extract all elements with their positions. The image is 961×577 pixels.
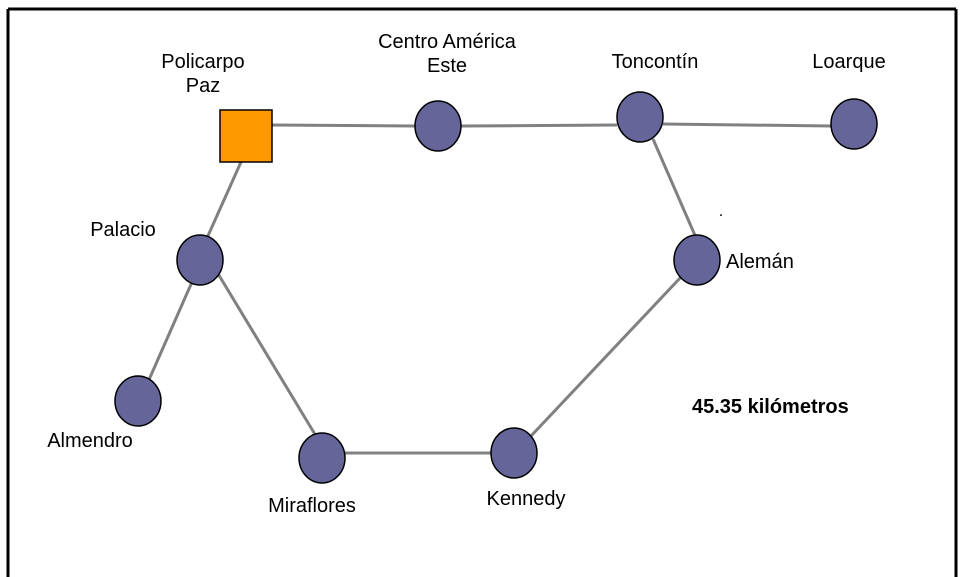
policarpo-label-line1: Policarpo [161,51,245,73]
kennedy-label: Kennedy [486,488,566,510]
total-distance-label: 45.35 kilómetros [692,396,849,418]
edge-toncontin-aleman [651,138,699,241]
almendro-node [114,375,162,427]
policarpo-paz-label: Policarpo Paz [145,50,261,98]
edge-miraflores-palacio [215,271,318,437]
centro-label-line1: Centro América [378,31,516,53]
edge-centro-toncontin [460,123,618,128]
centro-america-este-node [414,100,462,152]
palacio-node [176,234,224,286]
edge-policarpo-centro [271,123,416,128]
centro-america-este-label: Centro América Este [358,30,536,78]
aleman-label: Alemán [726,251,794,273]
kennedy-node [490,427,538,479]
stray-dot-mark: . [718,203,724,220]
miraflores-node [298,432,346,484]
miraflores-label: Miraflores [268,495,356,517]
edge-palacio-policarpo [205,161,243,239]
toncontin-label: Toncontín [611,51,699,73]
centro-label-line2: Este [426,55,468,77]
edge-toncontin-loarque [662,122,832,128]
edge-palacio-almendro [146,281,194,383]
almendro-label: Almendro [47,430,133,452]
aleman-node [673,234,721,286]
palacio-label: Palacio [90,219,156,241]
policarpo-label-line2: Paz [185,75,221,97]
loarque-label: Loarque [812,51,886,73]
edge-aleman-kennedy [529,275,683,438]
loarque-node [830,98,878,150]
toncontin-node [616,91,664,143]
policarpo-paz-hub-node [219,109,273,163]
